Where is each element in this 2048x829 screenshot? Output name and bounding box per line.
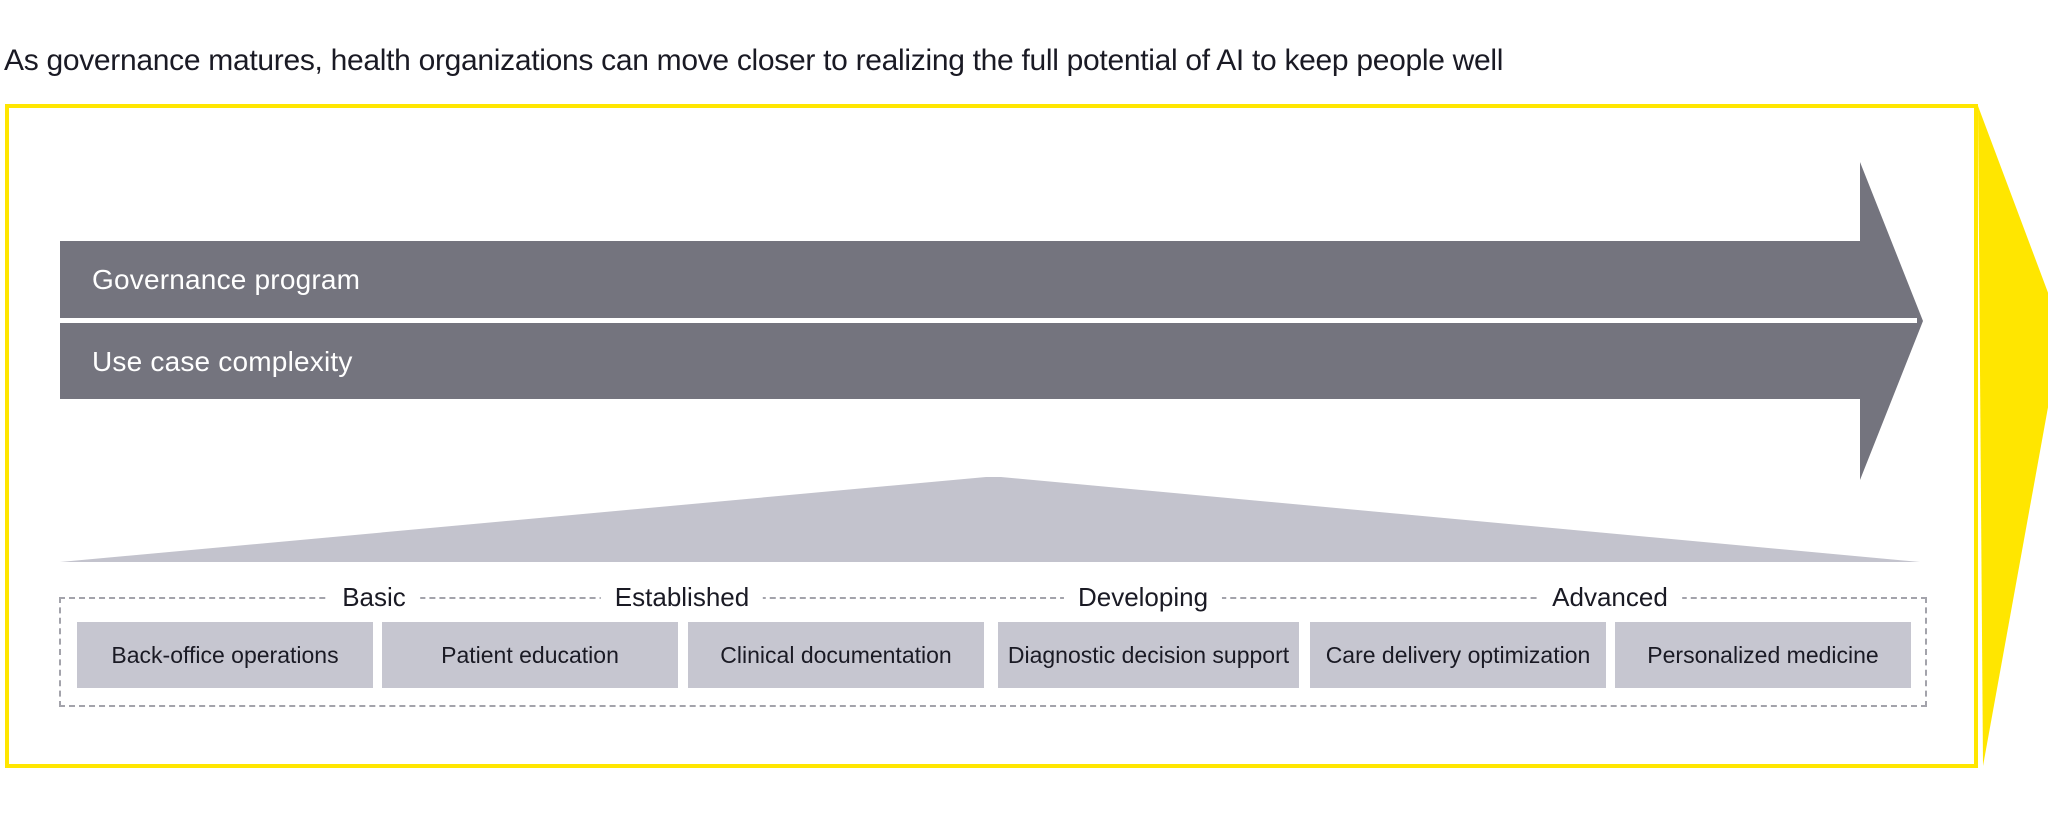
stage-label-developing: Developing: [1063, 581, 1223, 613]
arrow-divider-line: [60, 318, 1917, 323]
use-case-personalized-medicine: Personalized medicine: [1615, 622, 1911, 688]
use-case-clinical-documentation: Clinical documentation: [688, 622, 984, 688]
use-case-complexity-label: Use case complexity: [92, 346, 353, 377]
complexity-triangle: [60, 477, 1920, 562]
yellow-frame: [5, 104, 1978, 768]
use-case-diagnostic-decision-support: Diagnostic decision support: [998, 622, 1299, 688]
use-case-panel: [59, 597, 1927, 707]
figure-title: As governance matures, health organizati…: [4, 44, 1504, 77]
use-case-care-delivery-optimization: Care delivery optimization: [1310, 622, 1606, 688]
yellow-chevron: [1978, 106, 2048, 766]
stage-label-basic: Basic: [328, 581, 420, 613]
stage-label-established: Established: [600, 581, 764, 613]
use-case-patient-education: Patient education: [382, 622, 678, 688]
stage-label-advanced: Advanced: [1538, 581, 1682, 613]
governance-program-label: Governance program: [92, 264, 361, 295]
use-case-back-office: Back-office operations: [77, 622, 373, 688]
